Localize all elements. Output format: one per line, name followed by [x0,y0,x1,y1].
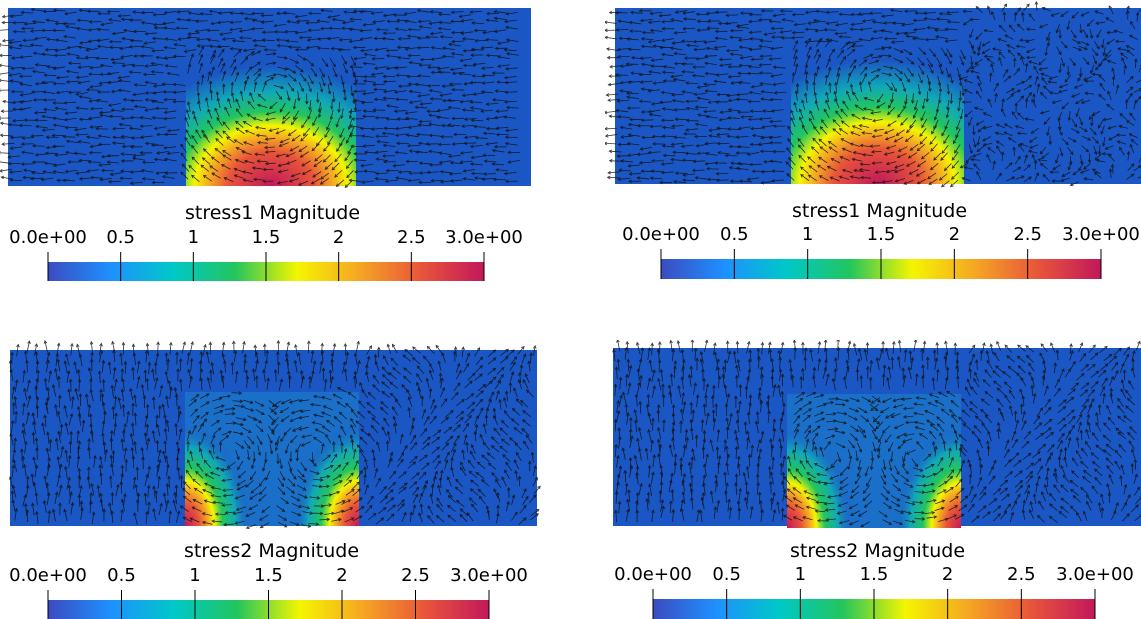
colorbar-tick-label: 2 [948,224,961,245]
colorbar-tick-label: 2.5 [397,227,426,248]
stress-field-plot [612,340,1141,619]
stress-field-plot [0,7,531,281]
panel-bottom-left [0,340,545,619]
panel-top-left [0,0,545,300]
colorbar-tick-label: 0.5 [712,564,741,585]
colorbar-tick-label: 2.5 [1013,224,1042,245]
colorbar-tick-label: 0.0e+00 [9,227,87,248]
colorbar-tick-label: 2 [332,227,345,248]
stress-field-plot [605,1,1141,279]
colorbar-tick-label: 1 [187,227,200,248]
vector-glyphs [605,1,1141,188]
colorbar-tick-label: 3.0e+00 [445,227,523,248]
colorbar-title: stress1 Magnitude [185,202,361,224]
colorbar-tick-label: 2.5 [401,565,430,586]
colorbar-tick-label: 0.0e+00 [614,564,692,585]
panel-top-right [605,0,1141,300]
colorbar-tick-label: 3.0e+00 [1062,224,1140,245]
vector-glyphs [612,340,1141,528]
vector-glyphs [0,7,521,188]
colorbar-tick-label: 2.5 [1007,564,1036,585]
colorbar-tick-label: 1.5 [254,565,283,586]
colorbar-tick-label: 1.5 [251,227,281,248]
colorbar-tick-label: 1 [794,564,807,585]
colorbar-tick-label: 1.5 [859,564,889,585]
vector-glyphs [8,340,541,529]
colorbar-title: stress2 Magnitude [184,540,360,562]
stress-field-plot [8,340,541,619]
colorbar-tick-label: 1.5 [866,224,896,245]
colorbar-tick-label: 0.0e+00 [622,224,700,245]
colorbar-tick-label: 0.5 [107,565,136,586]
colorbar-title: stress1 Magnitude [792,200,968,222]
colorbar-tick-label: 1 [801,224,814,245]
colorbar-tick-label: 0.0e+00 [9,565,87,586]
colorbar-tick-label: 0.5 [106,227,135,248]
colorbar-tick-label: 2 [336,565,348,586]
colorbar-tick-label: 2 [941,564,954,585]
colorbar-tick-label: 0.5 [720,224,749,245]
colorbar-title: stress2 Magnitude [790,540,966,562]
colorbar-tick-label: 3.0e+00 [1056,564,1134,585]
colorbar-tick-label: 1 [189,565,201,586]
colorbar-tick-label: 3.0e+00 [450,565,528,586]
panel-bottom-right [605,340,1141,619]
